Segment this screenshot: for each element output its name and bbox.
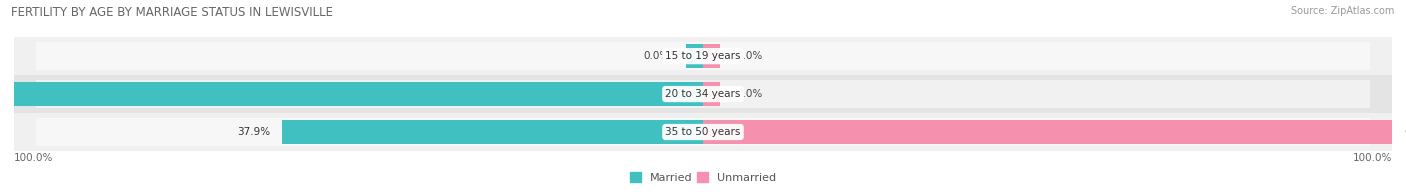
Bar xyxy=(37,43,1369,70)
Bar xyxy=(14,37,1392,75)
Bar xyxy=(37,80,1369,108)
Bar xyxy=(703,44,720,68)
Bar xyxy=(14,75,1392,113)
Text: 0.0%: 0.0% xyxy=(737,51,762,61)
Text: 37.9%: 37.9% xyxy=(238,127,271,137)
Text: 62.1%: 62.1% xyxy=(1405,127,1406,137)
Text: Source: ZipAtlas.com: Source: ZipAtlas.com xyxy=(1291,6,1395,16)
Bar xyxy=(686,44,703,68)
Text: 0.0%: 0.0% xyxy=(644,51,669,61)
Text: 100.0%: 100.0% xyxy=(1353,153,1392,163)
Bar xyxy=(703,82,720,106)
Bar xyxy=(37,118,1369,146)
Bar xyxy=(14,113,1392,151)
Text: 20 to 34 years: 20 to 34 years xyxy=(665,89,741,99)
Text: 35 to 50 years: 35 to 50 years xyxy=(665,127,741,137)
Bar xyxy=(0,82,703,106)
Text: 0.0%: 0.0% xyxy=(737,89,762,99)
Bar xyxy=(281,120,703,144)
Text: 15 to 19 years: 15 to 19 years xyxy=(665,51,741,61)
Bar xyxy=(703,120,1393,144)
Legend: Married, Unmarried: Married, Unmarried xyxy=(626,168,780,187)
Text: 100.0%: 100.0% xyxy=(14,153,53,163)
Text: FERTILITY BY AGE BY MARRIAGE STATUS IN LEWISVILLE: FERTILITY BY AGE BY MARRIAGE STATUS IN L… xyxy=(11,6,333,19)
